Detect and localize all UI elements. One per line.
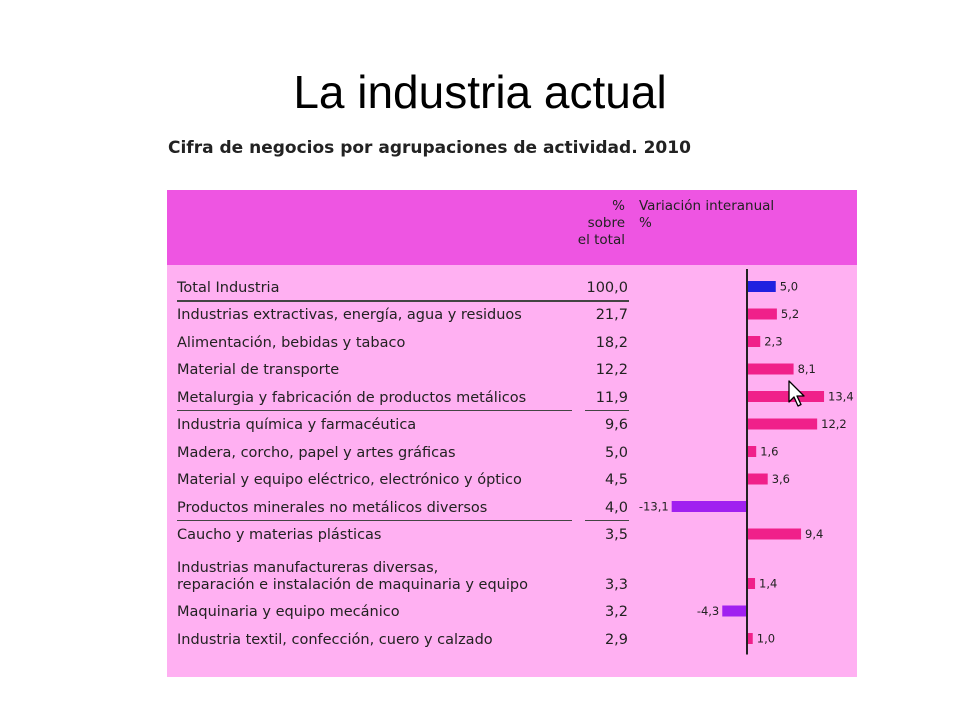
row-pct-value: 3,5 xyxy=(604,527,628,543)
table-row: Madera, corcho, papel y artes gráficas 5,… xyxy=(167,438,857,466)
row-label-line: Material y equipo eléctrico, electrónico… xyxy=(177,472,522,488)
row-separator xyxy=(585,409,629,411)
row-pct-value: 3,2 xyxy=(604,604,628,620)
variation-value-label: 5,0 xyxy=(780,280,798,294)
row-label: Material de transporte xyxy=(177,362,577,379)
table-row: Productos minerales no metálicos diverso… xyxy=(167,493,857,521)
variation-bar-chart: 5,0 5,2 2,3 8,1 13,4 12,2 1,6 3,6 -13,1 9,4 1,4 -4,… xyxy=(639,269,854,655)
table-row: Industrias extractivas, energía, agua y … xyxy=(167,301,857,329)
slide-title: La industria actual xyxy=(293,66,667,118)
table-row: Industrias manufactureras diversas, repar… xyxy=(167,548,857,598)
row-pct-value: 9,6 xyxy=(604,417,628,433)
row-separator xyxy=(177,299,629,302)
variation-value-label: 5,2 xyxy=(781,307,799,321)
chart-title: Cifra de negocios por agrupaciones de ac… xyxy=(168,138,691,158)
row-pct-value: 11,9 xyxy=(595,389,628,406)
row-label: Caucho y materias plásticas xyxy=(177,527,577,544)
variation-bar xyxy=(747,363,794,375)
row-pct-value: 100,0 xyxy=(586,279,628,296)
row-pct-value: 3,3 xyxy=(604,576,628,593)
variation-bar xyxy=(747,473,768,485)
variation-bar xyxy=(747,391,825,402)
row-pct-value: 4,5 xyxy=(604,472,628,488)
row-pct-value: 21,7 xyxy=(595,307,628,323)
variation-bar xyxy=(722,605,747,617)
pct-header-line: el total xyxy=(577,232,625,248)
row-label: Maquinaria y equipo mecánico xyxy=(177,604,577,621)
variation-bar xyxy=(747,308,777,320)
variation-bar xyxy=(747,446,757,457)
row-label-line: Total Industria xyxy=(177,279,280,296)
pct-column-header: % sobre el total xyxy=(535,198,625,249)
variation-value-label: 2,3 xyxy=(764,335,782,349)
row-label-line: Alimentación, bebidas y tabaco xyxy=(177,334,406,351)
row-label: Productos minerales no metálicos diverso… xyxy=(177,500,577,517)
variation-value-label: -4,3 xyxy=(697,604,719,618)
row-pct-value: 12,2 xyxy=(595,362,628,378)
variation-value-label: 1,0 xyxy=(757,632,775,646)
data-table: % sobre el total Variación interanual % … xyxy=(167,190,857,677)
variation-value-label: 13,4 xyxy=(828,390,854,404)
variation-header-line: % xyxy=(639,215,652,231)
row-separator xyxy=(585,519,629,521)
row-label-line: Maquinaria y equipo mecánico xyxy=(177,604,400,620)
variation-bar xyxy=(747,528,802,540)
row-label: Madera, corcho, papel y artes gráficas xyxy=(177,445,577,462)
pct-header-line: % xyxy=(612,198,625,214)
variation-bar xyxy=(747,418,818,430)
row-label-line: Industria textil, confección, cuero y ca… xyxy=(177,631,493,648)
table-row: Industria textil, confección, cuero y ca… xyxy=(167,625,857,653)
table-row: Total Industria 100,0 xyxy=(167,273,857,301)
variation-value-label: 8,1 xyxy=(798,362,816,376)
row-label-line: Madera, corcho, papel y artes gráficas xyxy=(177,444,456,461)
variation-value-label: 1,6 xyxy=(760,445,778,459)
row-label-line: Industrias manufactureras diversas, xyxy=(177,559,439,576)
table-row: Caucho y materias plásticas 3,5 xyxy=(167,521,857,549)
variation-value-label: 9,4 xyxy=(805,527,823,541)
table-row: Industria química y farmacéutica 9,6 xyxy=(167,411,857,439)
row-pct-value: 4,0 xyxy=(604,499,628,516)
row-label: Metalurgia y fabricación de productos me… xyxy=(177,390,577,407)
variation-bar xyxy=(747,281,776,292)
pct-header-line: sobre xyxy=(587,215,625,231)
row-label-line: Industria química y farmacéutica xyxy=(177,417,417,433)
variation-value-label: -13,1 xyxy=(639,500,669,514)
row-separator xyxy=(177,519,572,521)
variation-bar xyxy=(747,336,761,347)
row-label-line: Productos minerales no metálicos diverso… xyxy=(177,499,488,516)
row-label: Total Industria xyxy=(177,280,577,297)
row-label-line: Industrias extractivas, energía, agua y … xyxy=(177,307,522,323)
variation-bar xyxy=(747,633,753,644)
variation-value-label: 12,2 xyxy=(821,417,847,431)
row-label: Industria química y farmacéutica xyxy=(177,417,577,434)
variation-bar xyxy=(671,501,747,512)
mouse-pointer-icon xyxy=(788,380,805,407)
table-row: Maquinaria y equipo mecánico 3,2 xyxy=(167,598,857,626)
row-pct-value: 18,2 xyxy=(595,334,628,351)
row-label-line: reparación e instalación de maquinaria y… xyxy=(177,576,528,593)
row-label: Alimentación, bebidas y tabaco xyxy=(177,335,577,352)
row-label: Industrias manufactureras diversas, repar… xyxy=(177,560,577,594)
variation-header-line: Variación interanual xyxy=(639,198,775,214)
table-row: Material de transporte 12,2 xyxy=(167,356,857,384)
variation-column-header: Variación interanual % xyxy=(639,198,849,232)
table-header: % sobre el total Variación interanual % xyxy=(167,190,857,265)
row-label: Material y equipo eléctrico, electrónico… xyxy=(177,472,577,489)
row-pct-value: 2,9 xyxy=(604,631,628,648)
variation-value-label: 1,4 xyxy=(759,577,777,591)
row-label-line: Caucho y materias plásticas xyxy=(177,527,382,543)
row-label: Industrias extractivas, energía, agua y … xyxy=(177,307,577,324)
row-separator xyxy=(177,409,572,411)
row-label: Industria textil, confección, cuero y ca… xyxy=(177,632,577,649)
variation-value-label: 3,6 xyxy=(772,472,790,486)
row-pct-value: 5,0 xyxy=(604,444,628,461)
row-label-line: Metalurgia y fabricación de productos me… xyxy=(177,389,527,406)
table-row: Material y equipo eléctrico, electrónico… xyxy=(167,466,857,494)
row-label-line: Material de transporte xyxy=(177,362,340,378)
table-row: Metalurgia y fabricación de productos me… xyxy=(167,383,857,411)
table-row: Alimentación, bebidas y tabaco 18,2 xyxy=(167,328,857,356)
variation-bar xyxy=(747,578,756,589)
